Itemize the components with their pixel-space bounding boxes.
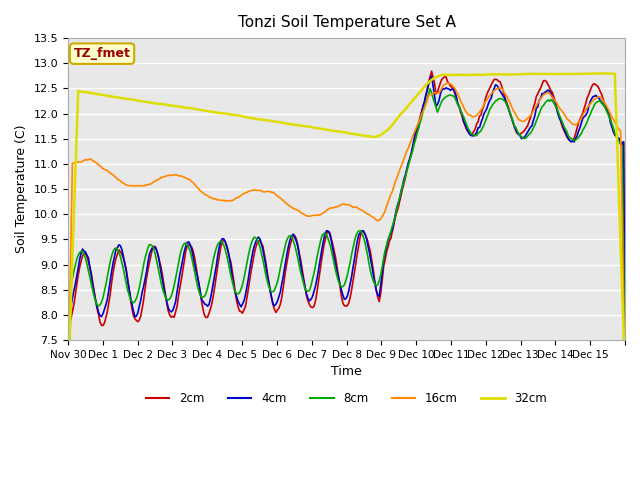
16cm xyxy=(621,380,629,386)
8cm xyxy=(618,144,626,149)
4cm xyxy=(83,252,91,258)
8cm xyxy=(621,373,629,379)
4cm xyxy=(545,88,553,94)
32cm xyxy=(64,380,72,386)
8cm xyxy=(83,261,91,267)
16cm xyxy=(100,167,108,172)
32cm xyxy=(461,72,469,78)
16cm xyxy=(545,90,553,96)
4cm xyxy=(618,140,626,146)
2cm xyxy=(463,126,470,132)
16cm xyxy=(351,204,358,210)
32cm xyxy=(351,131,358,137)
4cm xyxy=(463,125,470,131)
4cm xyxy=(351,256,358,262)
Legend: 2cm, 4cm, 8cm, 16cm, 32cm: 2cm, 4cm, 8cm, 16cm, 32cm xyxy=(141,387,552,410)
Line: 2cm: 2cm xyxy=(68,71,625,456)
2cm xyxy=(428,68,435,74)
2cm xyxy=(618,142,626,147)
4cm xyxy=(428,73,435,79)
8cm xyxy=(426,86,434,92)
Text: TZ_fmet: TZ_fmet xyxy=(74,47,131,60)
2cm xyxy=(545,84,553,90)
32cm xyxy=(621,372,629,377)
2cm xyxy=(621,331,629,337)
Line: 8cm: 8cm xyxy=(68,89,625,463)
Title: Tonzi Soil Temperature Set A: Tonzi Soil Temperature Set A xyxy=(237,15,456,30)
Line: 16cm: 16cm xyxy=(68,83,625,402)
16cm xyxy=(64,399,72,405)
32cm xyxy=(100,92,108,98)
16cm xyxy=(83,157,91,163)
16cm xyxy=(618,212,626,218)
32cm xyxy=(83,89,91,95)
2cm xyxy=(351,269,358,275)
8cm xyxy=(100,288,108,294)
X-axis label: Time: Time xyxy=(331,365,362,378)
8cm xyxy=(351,238,358,244)
4cm xyxy=(100,307,108,312)
16cm xyxy=(444,80,451,86)
4cm xyxy=(621,329,629,335)
32cm xyxy=(544,71,552,77)
8cm xyxy=(64,460,72,466)
8cm xyxy=(463,122,470,128)
8cm xyxy=(545,98,553,104)
2cm xyxy=(83,253,91,259)
2cm xyxy=(100,320,108,326)
32cm xyxy=(599,71,607,76)
32cm xyxy=(618,285,626,291)
4cm xyxy=(64,447,72,453)
Line: 32cm: 32cm xyxy=(68,73,625,383)
2cm xyxy=(64,454,72,459)
16cm xyxy=(463,109,470,115)
Line: 4cm: 4cm xyxy=(68,76,625,450)
Y-axis label: Soil Temperature (C): Soil Temperature (C) xyxy=(15,125,28,253)
